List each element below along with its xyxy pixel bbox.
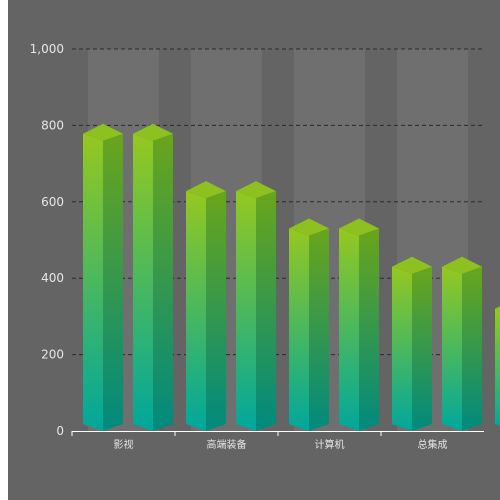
y-tick-label: 1,000 — [30, 42, 64, 56]
bar-side-face — [412, 266, 432, 431]
bar-top-face — [442, 256, 482, 274]
bar-front-face — [83, 133, 103, 431]
y-tick-label: 0 — [56, 424, 64, 438]
bar-top-face — [186, 181, 226, 199]
x-axis: 影视 高端装备 计算机 总集成 — [71, 431, 484, 451]
bar — [442, 256, 482, 431]
bar — [495, 306, 500, 426]
bar-top-face — [236, 181, 276, 199]
y-axis: 0 200 400 600 800 1,000 — [30, 42, 64, 438]
bar — [339, 218, 379, 431]
bar-side-face — [153, 133, 173, 431]
bar-top-face — [495, 306, 500, 311]
bar-top-face — [392, 256, 432, 274]
x-tick-label: 总集成 — [418, 438, 448, 451]
bar-side-face — [206, 191, 226, 431]
bar — [186, 181, 226, 431]
bar — [289, 218, 329, 431]
bar-front-face — [339, 228, 359, 431]
bar-front-face — [186, 191, 206, 431]
bar-side-face — [462, 266, 482, 431]
x-tick-label: 计算机 — [315, 438, 345, 451]
bar-front-face — [289, 228, 309, 431]
bar — [392, 256, 432, 431]
bar-side-face — [256, 191, 276, 431]
bar-side-face — [359, 228, 379, 431]
bar-front-face — [392, 266, 412, 431]
bar-top-face — [83, 123, 123, 141]
y-tick-label: 200 — [41, 348, 64, 362]
bar — [83, 123, 123, 431]
bar-front-face — [133, 133, 153, 431]
x-tick-label: 影视 — [114, 438, 134, 451]
y-tick-label: 400 — [41, 271, 64, 285]
bar — [236, 181, 276, 431]
bar — [133, 123, 173, 431]
bar-top-face — [339, 218, 379, 236]
bar-top-face — [289, 218, 329, 236]
bar-front-face — [442, 266, 462, 431]
x-tick-label: 高端装备 — [207, 438, 247, 451]
bar-side-face — [309, 228, 329, 431]
bars — [83, 123, 500, 431]
bar-side-face — [103, 133, 123, 431]
y-tick-label: 600 — [41, 195, 64, 209]
bar-top-face — [133, 123, 173, 141]
y-tick-label: 800 — [41, 118, 64, 132]
bar-front-face — [236, 191, 256, 431]
bar-front-face — [495, 308, 500, 426]
